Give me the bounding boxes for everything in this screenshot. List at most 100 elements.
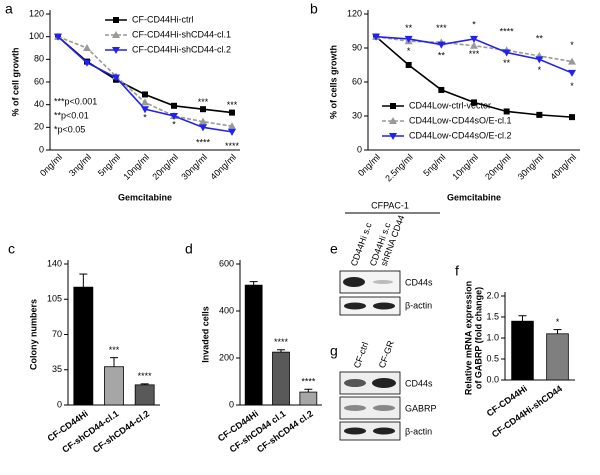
significance: *** — [227, 100, 238, 110]
significance: *** — [469, 49, 480, 59]
significance: * — [407, 46, 411, 56]
y-tick-label: 0.5 — [486, 353, 499, 363]
significance: **** — [196, 138, 211, 148]
significance: ** — [405, 23, 413, 33]
y-tick-label: 1.5 — [486, 311, 499, 321]
x-tick-label: 3ng/ml — [67, 152, 93, 178]
significance: * — [143, 113, 147, 123]
x-tick-label: 40ng/ml — [548, 152, 578, 182]
legend-label: CD44Low-ctrl-vector — [409, 100, 491, 110]
significance: *** — [198, 97, 209, 107]
y-tick-label: 35 — [52, 364, 62, 374]
blot — [339, 421, 401, 441]
marker — [170, 113, 178, 120]
x-tick-label: 30ng/ml — [179, 152, 209, 182]
y-tick-label: 140 — [47, 258, 62, 268]
marker — [229, 109, 235, 116]
significance: * — [556, 317, 560, 327]
y-tick-label: 0.0 — [486, 374, 499, 384]
row-label: β-actin — [405, 426, 432, 436]
marker — [568, 69, 576, 77]
marker — [141, 106, 149, 114]
y-tick-label: 40 — [34, 99, 44, 109]
x-axis-label: Gemcitabine — [447, 192, 501, 202]
bar — [546, 333, 569, 381]
blot — [339, 270, 401, 294]
panel-letter: f — [455, 263, 459, 279]
band — [344, 379, 366, 387]
marker — [437, 41, 446, 49]
y-tick-label: 70 — [52, 329, 62, 339]
significance: *** — [109, 345, 120, 355]
y-tick-label: 120 — [29, 8, 44, 18]
p-value-note: **p<0.01 — [54, 110, 89, 120]
significance: **** — [500, 27, 515, 37]
lane-label: CF-ctrl — [352, 341, 371, 370]
significance: ** — [536, 33, 544, 43]
panel-letter: a — [5, 1, 13, 17]
y-tick-label: 0 — [57, 399, 62, 409]
band — [373, 280, 393, 284]
marker — [171, 102, 177, 109]
significance: **** — [225, 141, 240, 151]
bar — [244, 284, 263, 406]
significance: * — [472, 20, 476, 30]
significance: ** — [503, 58, 511, 68]
x-axis-label: Gemcitabine — [118, 192, 172, 202]
y-tick-label: 80 — [34, 54, 44, 64]
blot — [339, 371, 401, 395]
x-tick-label: 0ng/ml — [356, 152, 382, 178]
legend-marker — [390, 103, 396, 109]
y-tick-label: 0 — [39, 144, 44, 154]
legend-label: CD44Low-CD44sO/E-cl.1 — [409, 115, 512, 125]
legend-marker — [113, 17, 119, 23]
y-tick-label: 2.0 — [486, 290, 499, 300]
y-axis-label: of GABRP (fold change) — [473, 287, 483, 389]
y-tick-label: 60 — [34, 76, 44, 86]
significance: **** — [274, 337, 289, 347]
row-label: CD44s — [405, 277, 433, 287]
bar — [104, 366, 124, 406]
y-tick-label: 100 — [29, 31, 44, 41]
y-axis-label: % of cell growth — [10, 47, 20, 116]
y-tick-label: 20 — [34, 122, 44, 132]
y-tick-label: 105 — [47, 294, 62, 304]
row-label: GABRP — [405, 403, 437, 413]
y-tick-label: 120 — [347, 8, 362, 18]
y-axis-label: % of cells growth — [328, 45, 338, 119]
marker — [142, 91, 148, 98]
lane-label: CF-GR — [377, 339, 396, 370]
panel-letter: e — [330, 241, 338, 257]
panel-letter: g — [330, 343, 338, 359]
marker — [503, 108, 510, 115]
x-tick-label: 0ng/ml — [38, 152, 64, 178]
y-tick-label: 90 — [352, 42, 362, 52]
y-axis-label: Invaded cells — [200, 306, 210, 363]
significance: * — [538, 65, 542, 75]
y-tick-label: 60 — [352, 76, 362, 86]
legend-marker — [112, 47, 120, 54]
significance: * — [570, 81, 574, 91]
marker — [54, 33, 62, 41]
panel-letter: c — [8, 241, 15, 257]
marker — [200, 106, 206, 113]
bar — [272, 351, 290, 406]
x-tick-label: 5ng/ml — [421, 152, 447, 178]
band — [373, 427, 395, 435]
marker — [471, 99, 477, 106]
y-tick-label: 30 — [352, 110, 362, 120]
marker — [228, 122, 236, 130]
x-tick-label: 10ng/ml — [121, 152, 151, 182]
row-label: β-actin — [405, 300, 432, 310]
y-axis-label: Relative mRNA expression — [463, 281, 473, 395]
x-tick-label: 20ng/ml — [150, 152, 180, 182]
y-tick-label: 0 — [229, 399, 234, 409]
x-tick-label: 20ng/ml — [483, 152, 513, 182]
marker — [502, 49, 511, 57]
marker — [83, 59, 91, 67]
x-tick-label: 40ng/ml — [208, 152, 238, 182]
marker — [568, 57, 576, 65]
significance: ** — [438, 50, 446, 60]
x-tick-label: 5ng/ml — [96, 152, 122, 178]
legend-label: CF-CD44Hi-shCD44-cl.1 — [132, 29, 231, 39]
